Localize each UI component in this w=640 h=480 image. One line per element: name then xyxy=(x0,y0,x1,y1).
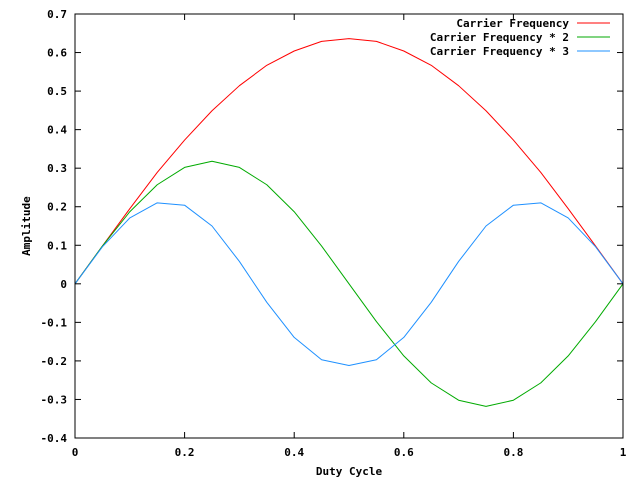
x-tick-label: 0 xyxy=(72,446,79,459)
series-line-2 xyxy=(74,160,624,407)
x-tick-label: 0.6 xyxy=(394,446,414,459)
plot-frame xyxy=(74,13,624,439)
y-tick-label: 0.4 xyxy=(47,124,67,137)
y-tick-label: -0.4 xyxy=(41,432,68,445)
y-tick-label: 0 xyxy=(60,278,67,291)
axis-ticks xyxy=(74,13,624,439)
x-tick-label: 0.2 xyxy=(175,446,195,459)
tick-labels: 0 0.2 0.4 0.6 0.8 1 -0.4 -0.3 -0.2 -0.1 0 0.1 0.2 0.3… xyxy=(41,8,627,459)
y-tick-label: -0.3 xyxy=(41,393,68,406)
x-axis-title: Duty Cycle xyxy=(316,465,383,478)
y-tick-label: -0.2 xyxy=(41,355,68,368)
legend-label: Carrier Frequency * 3 xyxy=(430,45,569,58)
legend-label: Carrier Frequency xyxy=(456,17,569,30)
y-tick-label: -0.1 xyxy=(41,316,68,329)
series-line-3 xyxy=(74,202,624,367)
series-line-1 xyxy=(74,38,624,285)
x-tick-label: 0.4 xyxy=(284,446,304,459)
plot-marks xyxy=(74,38,624,407)
y-tick-label: 0.1 xyxy=(47,239,67,252)
y-tick-label: 0.6 xyxy=(47,47,67,60)
legend-label: Carrier Frequency * 2 xyxy=(430,31,569,44)
y-tick-label: 0.2 xyxy=(47,201,67,214)
x-tick-label: 0.8 xyxy=(503,446,523,459)
y-tick-label: 0.3 xyxy=(47,162,67,175)
y-tick-label: 0.5 xyxy=(47,85,67,98)
x-tick-label: 1 xyxy=(620,446,627,459)
y-axis-title: Amplitude xyxy=(20,196,33,256)
y-tick-label: 0.7 xyxy=(47,8,67,21)
